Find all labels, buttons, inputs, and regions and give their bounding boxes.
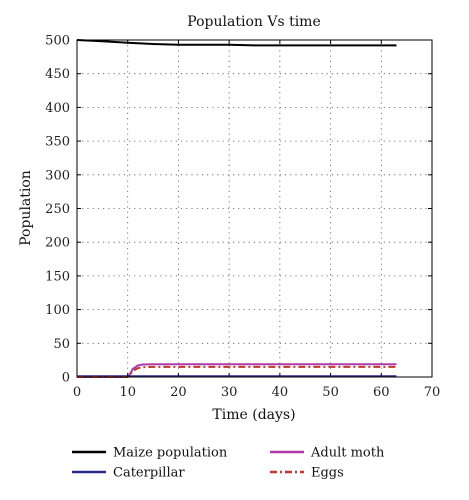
y-tick-label: 50 (53, 337, 70, 352)
y-tick-label: 450 (45, 67, 70, 82)
y-tick-label: 400 (45, 101, 70, 116)
y-tick-label: 300 (45, 168, 70, 183)
legend-label: Adult moth (310, 446, 385, 461)
chart-title: Population Vs time (187, 14, 321, 30)
legend-label: Maize population (113, 446, 228, 461)
axis-ticks: 0 10 20 30 40 50 60 70 0 50 100 150 200 250 300 350 400 4… (45, 34, 440, 401)
x-tick-label: 0 (73, 385, 81, 400)
x-tick-label: 30 (221, 385, 238, 400)
x-tick-label: 10 (119, 385, 136, 400)
y-tick-label: 250 (45, 202, 70, 217)
x-axis-title: Time (days) (212, 407, 295, 423)
x-tick-label: 40 (272, 385, 289, 400)
legend: Maize population Adult moth Caterpillar Egg… (72, 446, 385, 481)
y-tick-label: 100 (45, 303, 70, 318)
y-tick-label: 150 (45, 269, 70, 284)
y-tick-label: 200 (45, 236, 70, 251)
legend-label: Eggs (311, 466, 344, 481)
x-tick-label: 70 (424, 385, 441, 400)
series-line-eggs (77, 365, 397, 378)
grid-lines (77, 40, 432, 377)
x-tick-label: 50 (322, 385, 339, 400)
x-tick-label: 60 (373, 385, 390, 400)
y-tick-label: 500 (45, 34, 70, 49)
series-line-maize-population (76, 39, 397, 47)
series-lines (76, 39, 397, 378)
y-tick-label: 0 (62, 371, 70, 386)
legend-label: Caterpillar (113, 466, 185, 481)
y-axis-title: Population (18, 170, 34, 246)
x-tick-label: 20 (170, 385, 187, 400)
y-tick-label: 350 (45, 135, 70, 150)
